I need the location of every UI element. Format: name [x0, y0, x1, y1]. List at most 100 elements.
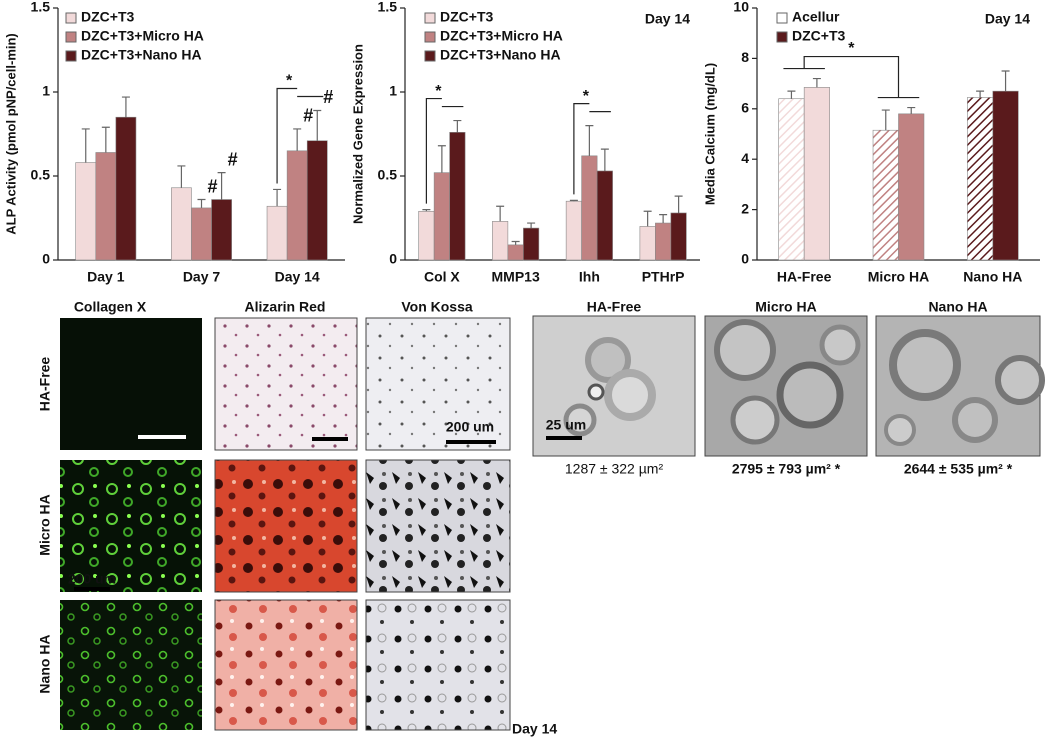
bar — [449, 132, 466, 261]
error-bar — [81, 128, 90, 163]
legend-label: Acellur — [792, 9, 840, 25]
y-axis-label: Media Calcium (mg/dL) — [702, 63, 717, 205]
bar — [191, 207, 212, 261]
caption: 2795 ± 793 µm² * — [732, 461, 841, 477]
marker-label: # — [208, 176, 218, 196]
error-bar — [273, 188, 282, 207]
bar — [655, 222, 672, 261]
x-tick-label: MMP13 — [492, 269, 540, 285]
subtitle: Day 14 — [985, 11, 1030, 27]
y-axis-label: ALP Activity (pmol pNP/cell-min) — [3, 33, 18, 235]
legend-label: DZC+T3 — [792, 28, 846, 44]
legend-swatch — [424, 50, 436, 62]
error-bar — [812, 77, 821, 88]
legend-label: DZC+T3+Nano HA — [440, 47, 561, 63]
bar — [115, 116, 137, 261]
x-tick-label: Day 7 — [183, 269, 221, 285]
bar — [523, 227, 540, 261]
error-bar — [643, 210, 652, 227]
bar — [95, 152, 117, 261]
significance-label: * — [848, 40, 855, 57]
image-panel — [365, 459, 511, 593]
scale-label: 25 um — [546, 417, 586, 433]
column-label: Von Kossa — [401, 299, 473, 315]
marker-label: # — [303, 106, 313, 126]
x-tick-label: Micro HA — [868, 269, 929, 285]
image-panel — [60, 600, 202, 730]
image-panel — [365, 317, 511, 451]
day-label: Day 14 — [512, 721, 557, 737]
legend-label: DZC+T3+Micro HA — [81, 28, 204, 44]
significance-bracket — [276, 87, 324, 184]
error-bar — [1001, 70, 1010, 92]
y-tick-label: 0 — [389, 251, 397, 267]
error-bar — [659, 214, 668, 224]
error-bar — [907, 106, 916, 114]
y-tick-label: 1.5 — [31, 0, 51, 15]
image-panel — [214, 317, 358, 451]
bar — [803, 87, 830, 261]
caption: 2644 ± 535 µm² * — [904, 461, 1013, 477]
x-tick-label: Day 1 — [87, 269, 125, 285]
column-label: Nano HA — [928, 299, 987, 315]
y-tick-label: 10 — [733, 0, 749, 15]
significance-label: * — [286, 73, 293, 90]
caption: 1287 ± 322 µm² — [565, 461, 664, 477]
error-bar — [422, 209, 431, 212]
bar — [433, 172, 450, 261]
x-tick-label: Day 14 — [275, 269, 320, 285]
bar — [565, 200, 582, 261]
error-bar — [787, 90, 796, 99]
significance-bracket — [783, 55, 920, 99]
y-tick-label: 1 — [42, 83, 50, 99]
bar — [992, 90, 1019, 261]
legend-swatch — [776, 12, 788, 24]
legend-swatch — [65, 50, 77, 62]
error-bar — [313, 109, 322, 141]
bar — [967, 97, 994, 261]
bar — [266, 205, 288, 261]
error-bar — [453, 119, 462, 133]
error-bar — [527, 222, 536, 229]
column-label: HA-Free — [587, 299, 642, 315]
bar — [286, 150, 308, 261]
bar — [492, 221, 509, 261]
marker-label: # — [323, 87, 333, 107]
y-tick-label: 2 — [741, 200, 749, 216]
bar — [75, 162, 97, 261]
y-tick-label: 4 — [741, 150, 749, 166]
error-bar — [437, 145, 446, 173]
error-bar — [511, 240, 520, 245]
image-panel — [60, 318, 202, 450]
y-axis-label: Normalized Gene Expression — [350, 44, 365, 224]
y-tick-label: 8 — [741, 49, 749, 65]
significance-bracket — [425, 97, 464, 204]
y-tick-label: 0.5 — [31, 167, 51, 183]
marker-label: # — [228, 149, 238, 169]
error-bar — [121, 96, 130, 118]
significance-label: * — [435, 83, 442, 100]
y-tick-label: 1.5 — [378, 0, 398, 15]
bar — [670, 212, 687, 261]
legend-label: DZC+T3 — [81, 9, 135, 25]
tem: HA-Free Micro HA Nano HA 25 um 1287 ± 32… — [532, 299, 1045, 477]
legend-swatch — [424, 12, 436, 24]
bar — [306, 140, 328, 261]
x-tick-label: HA-Free — [777, 269, 832, 285]
legend-swatch — [424, 31, 436, 43]
image-panel — [60, 460, 202, 592]
legend-label: DZC+T3 — [440, 9, 494, 25]
error-bar — [496, 205, 505, 222]
row-label: HA-Free — [37, 357, 53, 412]
error-bar — [569, 199, 578, 202]
histology: Collagen X Alizarin Red Von Kossa HA-Fre… — [37, 299, 558, 737]
row-label: Nano HA — [37, 634, 53, 693]
image-panel — [365, 599, 511, 731]
significance-label: * — [583, 88, 590, 105]
bar — [418, 210, 435, 261]
legend-swatch — [65, 12, 77, 24]
bar — [872, 129, 899, 261]
bar — [898, 113, 925, 261]
column-label: Micro HA — [755, 299, 816, 315]
legend-label: DZC+T3+Micro HA — [440, 28, 563, 44]
